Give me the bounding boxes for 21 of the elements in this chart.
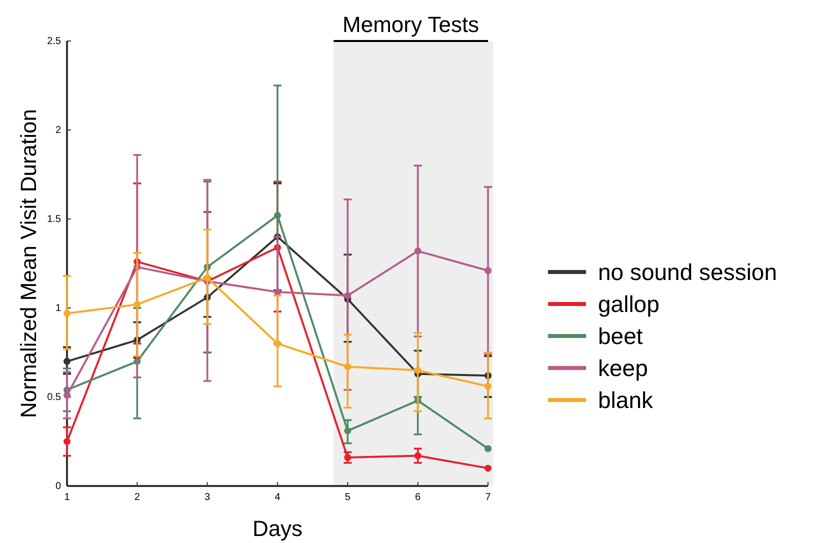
legend-label: gallop xyxy=(598,291,660,317)
y-tick-label: 2 xyxy=(55,125,62,136)
band-label: Memory Tests xyxy=(342,12,480,37)
x-tick-label: 1 xyxy=(64,492,70,503)
y-tick-label: 1.5 xyxy=(47,214,62,225)
legend-label: no sound session xyxy=(598,259,778,285)
x-tick-label: 7 xyxy=(485,492,492,503)
legend-label: beet xyxy=(598,323,644,349)
x-tick-label: 3 xyxy=(204,492,211,503)
y-tick-label: 1 xyxy=(55,303,62,314)
x-tick-label: 4 xyxy=(274,492,281,503)
y-tick-label: 0 xyxy=(55,481,62,492)
x-tick-label: 5 xyxy=(344,492,351,503)
y-tick-label: 0.5 xyxy=(47,392,62,403)
legend-label: keep xyxy=(598,355,648,381)
x-tick-label: 6 xyxy=(415,492,422,503)
legend-label: blank xyxy=(598,387,654,413)
y-axis-title: Normalized Mean Visit Duration xyxy=(16,109,41,418)
x-axis-title: Days xyxy=(252,516,303,541)
x-tick-label: 2 xyxy=(134,492,140,503)
y-tick-label: 2.5 xyxy=(47,36,62,47)
